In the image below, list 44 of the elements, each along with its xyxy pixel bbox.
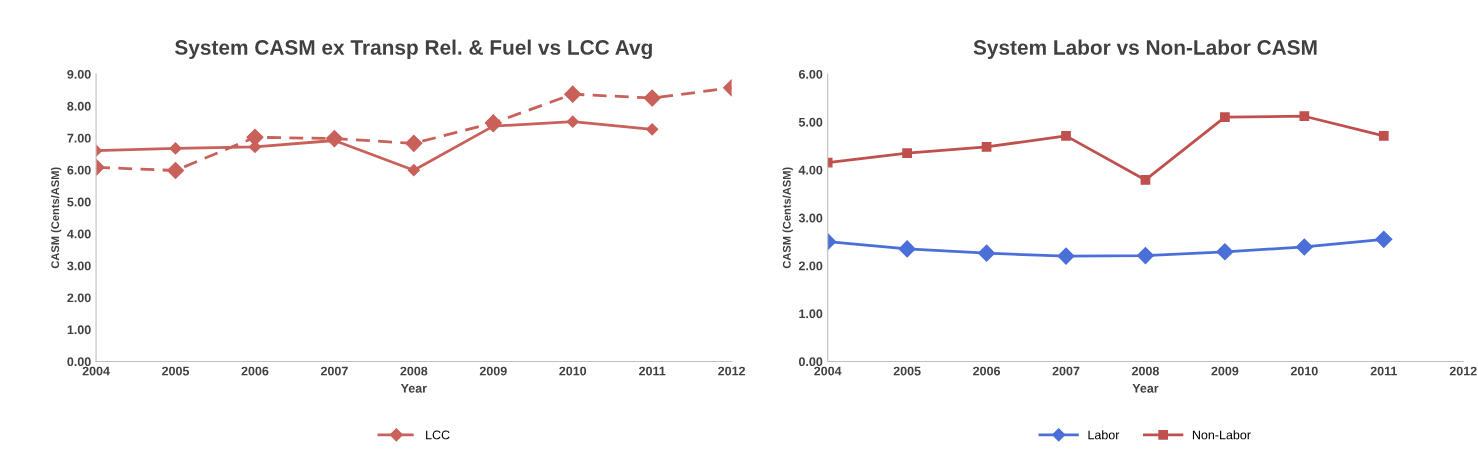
x-tick-label: 2008	[1131, 366, 1159, 376]
x-tick-label: 2005	[893, 366, 921, 376]
y-tick-label: 2.00	[798, 261, 823, 271]
x-tick-label: 2007	[320, 366, 348, 376]
x-tick-label: 2006	[241, 366, 269, 376]
y-tick-label: 5.00	[798, 117, 823, 127]
y-tick-label: 0.00	[67, 357, 91, 367]
y-tick-label: 7.00	[67, 133, 91, 143]
x-tick-label: 2007	[1052, 366, 1080, 376]
legend-label: Non-Labor	[1192, 430, 1251, 440]
x-tick-label: 2008	[400, 366, 428, 376]
chart-title: System Labor vs Non-Labor CASM	[973, 39, 1317, 59]
y-tick-label: 6.00	[798, 69, 823, 79]
y-tick-label: 1.00	[67, 325, 91, 335]
x-axis-title: Year	[400, 383, 427, 393]
x-tick-label: 2010	[1290, 366, 1318, 376]
x-tick-label: 2004	[814, 366, 842, 376]
x-tick-label: 2004	[82, 366, 110, 376]
x-tick-label: 2009	[1211, 366, 1239, 376]
y-tick-label: 4.00	[67, 229, 91, 239]
y-tick-label: 2.00	[67, 293, 91, 303]
y-tick-label: 6.00	[67, 165, 91, 175]
y-tick-label: 3.00	[67, 261, 91, 271]
y-axis-title: CASM (Cents/ASM)	[782, 167, 793, 269]
x-tick-label: 2012	[718, 366, 746, 376]
x-tick-label: 2010	[559, 366, 587, 376]
y-tick-label: 1.00	[799, 309, 823, 319]
legend-label: LCC	[426, 430, 450, 440]
x-tick-label: 2005	[162, 366, 190, 376]
y-tick-label: 0.00	[798, 357, 823, 367]
chart-title: System CASM ex Transp Rel. & Fuel vs LCC Avg	[175, 39, 652, 60]
x-tick-label: 2012	[1449, 366, 1477, 376]
legend-label: Labor	[1088, 430, 1120, 440]
y-tick-label: 8.00	[67, 101, 91, 111]
x-tick-label: 2006	[973, 366, 1001, 376]
x-tick-label: 2009	[479, 366, 507, 376]
x-tick-label: 2011	[639, 366, 666, 376]
x-axis-title: Year	[1132, 383, 1159, 393]
x-tick-label: 2011	[1370, 366, 1397, 376]
y-tick-label: 9.00	[67, 69, 91, 79]
y-axis-title: CASM (Cents/ASM)	[50, 167, 62, 269]
y-tick-label: 3.00	[798, 213, 823, 223]
y-tick-label: 4.00	[798, 165, 823, 175]
y-tick-label: 5.00	[67, 197, 91, 207]
